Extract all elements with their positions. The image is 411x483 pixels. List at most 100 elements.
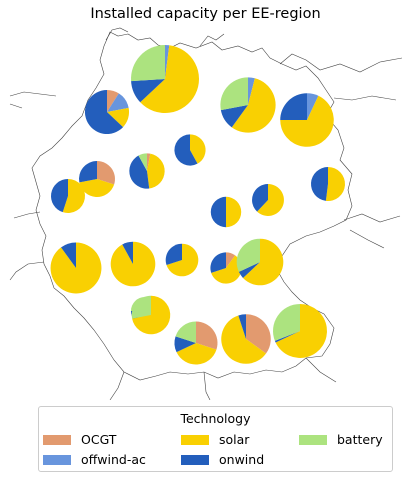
pie-r12 xyxy=(50,242,102,294)
pie-slice-r11-onwind xyxy=(210,196,226,228)
pie-slice-r21-onwind xyxy=(274,331,300,343)
pie-slice-r20-onwind xyxy=(238,314,246,339)
pie-r09 xyxy=(310,167,345,201)
pie-slice-r02-offwind-ac xyxy=(107,93,129,112)
pie-slice-r21-battery xyxy=(273,304,300,341)
pie-slice-r04-solar xyxy=(280,95,334,147)
pie-slice-r06-solar xyxy=(147,153,165,189)
legend-item-battery: battery xyxy=(299,432,383,447)
legend-label-offwind-ac: offwind-ac xyxy=(81,452,146,467)
pie-slice-r18-solar xyxy=(132,295,171,335)
pie-slice-r09-onwind xyxy=(310,167,328,201)
pie-slice-r04-onwind xyxy=(280,93,307,120)
pie-slice-r10-onwind xyxy=(252,184,268,212)
legend-item-onwind: onwind xyxy=(181,452,264,467)
pie-slice-r06-battery xyxy=(138,153,147,171)
legend-swatch-battery xyxy=(299,434,327,445)
legend-label-ocgt: OCGT xyxy=(81,432,117,447)
pie-slice-r11-solar xyxy=(226,196,242,228)
legend-label-battery: battery xyxy=(337,432,383,447)
pie-r04 xyxy=(280,93,334,147)
pie-r10 xyxy=(252,184,284,216)
pie-slice-r15-OCGT xyxy=(226,252,236,268)
pie-slice-r14-onwind xyxy=(165,243,182,266)
pie-slice-r05-solar xyxy=(190,134,206,164)
pie-slice-r03-solar xyxy=(231,78,276,133)
pie-r05 xyxy=(174,134,206,166)
pie-slice-r12-onwind xyxy=(61,242,76,268)
pie-r01 xyxy=(131,44,199,114)
pie-slice-r01-onwind xyxy=(131,79,165,103)
map-canvas xyxy=(9,27,403,400)
pie-slice-r19-battery xyxy=(175,321,196,343)
pie-slice-r03-onwind xyxy=(220,105,248,128)
pie-r02 xyxy=(84,89,130,135)
pie-r16 xyxy=(236,238,284,286)
pie-slice-r21-solar xyxy=(275,304,327,358)
pie-slice-r01-battery xyxy=(131,44,165,82)
pie-slice-r18-battery xyxy=(131,295,151,319)
pie-layer xyxy=(50,44,345,365)
pie-slice-r09-solar xyxy=(325,167,345,201)
legend-label-onwind: onwind xyxy=(219,452,265,467)
pie-slice-r03-offwind-ac xyxy=(248,77,255,105)
pie-r19 xyxy=(174,321,218,365)
pie-slice-r05-onwind xyxy=(174,134,198,166)
pie-slice-r07-onwind xyxy=(79,161,97,183)
pie-r20 xyxy=(221,314,271,364)
pie-r21 xyxy=(273,304,327,358)
legend-item-ocgt: OCGT xyxy=(43,432,116,447)
legend-label-solar: solar xyxy=(219,432,250,447)
pie-r03 xyxy=(220,77,276,133)
pie-r15 xyxy=(210,252,242,284)
pie-slice-r06-OCGT xyxy=(147,153,151,171)
legend: Technology OCGT offwind-ac solar onwind … xyxy=(38,406,393,472)
pie-slice-r16-onwind xyxy=(238,262,260,278)
pie-slice-r16-battery xyxy=(236,238,260,272)
pie-slice-r03-battery xyxy=(220,77,248,111)
legend-item-solar: solar xyxy=(181,432,249,447)
pie-slice-r08-onwind xyxy=(51,179,68,213)
pie-slice-r08-solar xyxy=(62,179,86,213)
pie-slice-r02-solar xyxy=(107,107,130,128)
pie-slice-r19-solar xyxy=(176,343,217,365)
pie-r14 xyxy=(165,243,199,277)
neighbour-border-south xyxy=(109,357,337,400)
pie-slice-r02-OCGT xyxy=(107,89,119,112)
pie-slice-r15-solar xyxy=(211,255,242,284)
pie-slice-r15-onwind xyxy=(210,252,226,273)
pie-slice-r19-OCGT xyxy=(196,321,218,350)
pie-slice-r01-offwind-ac xyxy=(165,45,170,79)
chart-title: Installed capacity per EE-region xyxy=(90,6,321,22)
neighbour-border-north xyxy=(105,27,403,73)
pie-r07 xyxy=(79,161,115,197)
legend-swatch-offwind-ac xyxy=(43,454,71,465)
legend-item-offwind-ac: offwind-ac xyxy=(43,452,146,467)
pie-r08 xyxy=(51,179,86,213)
neighbour-border-east xyxy=(333,95,401,249)
pie-slice-r07-solar xyxy=(79,179,115,197)
pie-r13 xyxy=(110,241,156,287)
pie-slice-r19-onwind xyxy=(174,336,196,353)
pie-slice-r13-onwind xyxy=(122,241,133,264)
pie-r11 xyxy=(210,196,242,228)
pie-slice-r01-solar xyxy=(140,45,199,114)
legend-swatch-ocgt xyxy=(43,434,71,445)
pie-slice-r04-offwind-ac xyxy=(307,93,319,120)
pie-r06 xyxy=(129,153,165,189)
legend-swatch-onwind xyxy=(181,454,209,465)
pie-slice-r16-solar xyxy=(243,238,284,286)
pie-slice-r20-solar xyxy=(221,315,267,364)
legend-title: Technology xyxy=(180,411,251,426)
pie-slice-r07-OCGT xyxy=(97,161,115,185)
pie-slice-r20-OCGT xyxy=(246,314,271,354)
pie-slice-r02-onwind xyxy=(84,89,124,135)
neighbour-border-west xyxy=(9,91,57,281)
legend-swatch-solar xyxy=(181,434,209,445)
pie-slice-r14-solar xyxy=(166,243,199,277)
germany-border xyxy=(31,31,353,381)
pie-slice-r06-onwind xyxy=(129,155,150,189)
pie-r18 xyxy=(131,295,171,335)
pie-slice-r13-solar xyxy=(110,241,156,287)
pie-slice-r10-solar xyxy=(257,184,284,216)
